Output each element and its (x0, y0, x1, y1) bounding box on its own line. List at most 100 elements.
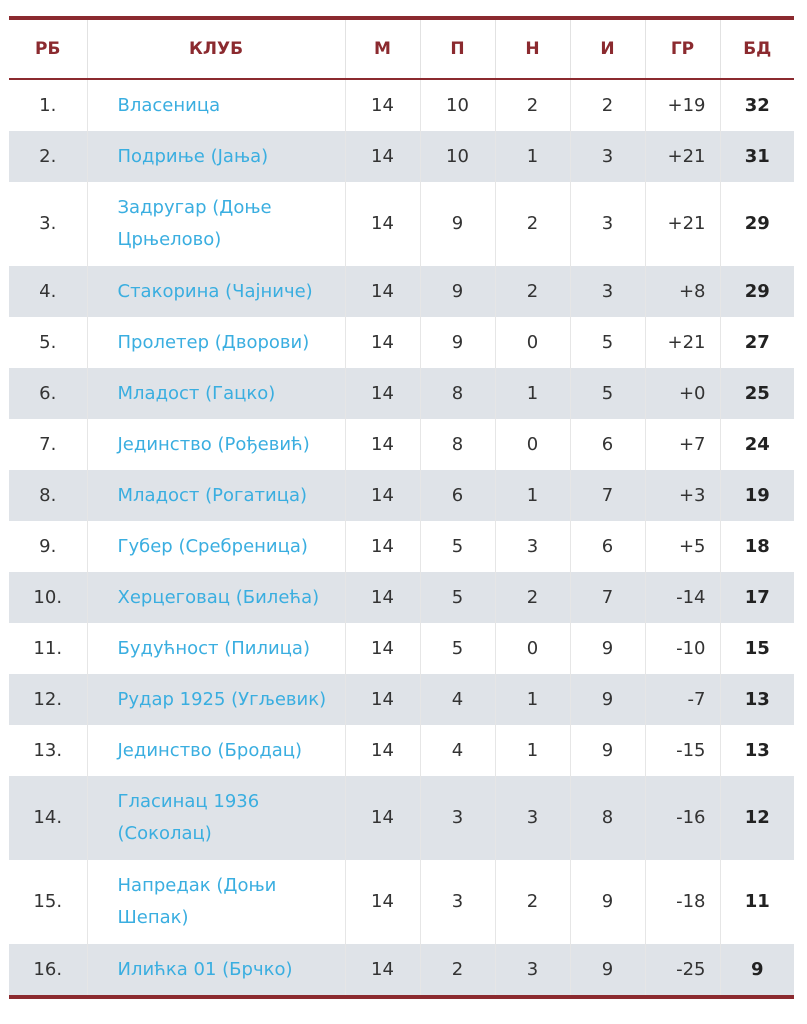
row-goal-difference: -18 (645, 860, 721, 944)
row-draws: 3 (495, 944, 571, 997)
table-row: 16. Илићка 01 (Брчко) 14 2 3 9 -25 9 (9, 944, 794, 997)
row-position: 10. (9, 572, 88, 623)
club-link[interactable]: Јединство (Бродац) (87, 725, 346, 776)
row-matches: 14 (345, 572, 421, 623)
row-matches: 14 (345, 944, 421, 997)
row-goal-difference: +21 (645, 317, 721, 368)
row-points: 12 (720, 776, 794, 860)
row-losses: 3 (570, 182, 646, 266)
row-position: 5. (9, 317, 88, 368)
row-wins: 3 (420, 776, 496, 860)
table-row: 13. Јединство (Бродац) 14 4 1 9 -15 13 (9, 725, 794, 776)
club-link[interactable]: Јединство (Рођевић) (87, 419, 346, 470)
row-losses: 6 (570, 521, 646, 572)
row-losses: 7 (570, 572, 646, 623)
table-row: 8. Младост (Рогатица) 14 6 1 7 +3 19 (9, 470, 794, 521)
row-draws: 2 (495, 860, 571, 944)
club-link[interactable]: Власеница (87, 79, 346, 131)
row-wins: 8 (420, 419, 496, 470)
header-goal-difference: ГР (645, 18, 721, 80)
row-losses: 9 (570, 623, 646, 674)
row-position: 14. (9, 776, 88, 860)
row-losses: 5 (570, 317, 646, 368)
row-points: 29 (720, 266, 794, 317)
row-matches: 14 (345, 623, 421, 674)
header-points: БД (720, 18, 794, 80)
club-link[interactable]: Стакорина (Чајниче) (87, 266, 346, 317)
row-wins: 9 (420, 317, 496, 368)
row-position: 1. (9, 79, 88, 131)
row-draws: 1 (495, 470, 571, 521)
row-matches: 14 (345, 266, 421, 317)
row-losses: 9 (570, 725, 646, 776)
row-position: 11. (9, 623, 88, 674)
row-wins: 9 (420, 266, 496, 317)
row-position: 16. (9, 944, 88, 997)
row-goal-difference: -10 (645, 623, 721, 674)
row-matches: 14 (345, 317, 421, 368)
table-row: 6. Младост (Гацко) 14 8 1 5 +0 25 (9, 368, 794, 419)
row-draws: 1 (495, 725, 571, 776)
row-points: 18 (720, 521, 794, 572)
club-link[interactable]: Напредак (Доњи Шепак) (87, 860, 346, 944)
row-goal-difference: +3 (645, 470, 721, 521)
row-wins: 10 (420, 79, 496, 131)
club-link[interactable]: Задругар (Доње Црњелово) (87, 182, 346, 266)
club-link[interactable]: Младост (Рогатица) (87, 470, 346, 521)
row-losses: 9 (570, 674, 646, 725)
row-points: 19 (720, 470, 794, 521)
row-goal-difference: +8 (645, 266, 721, 317)
club-link[interactable]: Подриње (Јања) (87, 131, 346, 182)
row-wins: 6 (420, 470, 496, 521)
club-link[interactable]: Херцеговац (Билећа) (87, 572, 346, 623)
row-position: 13. (9, 725, 88, 776)
table-row: 15. Напредак (Доњи Шепак) 14 3 2 9 -18 11 (9, 860, 794, 944)
row-losses: 3 (570, 266, 646, 317)
row-matches: 14 (345, 182, 421, 266)
row-draws: 1 (495, 368, 571, 419)
row-points: 9 (720, 944, 794, 997)
row-losses: 8 (570, 776, 646, 860)
row-losses: 6 (570, 419, 646, 470)
row-position: 6. (9, 368, 88, 419)
club-link[interactable]: Рудар 1925 (Угљевик) (87, 674, 346, 725)
row-position: 8. (9, 470, 88, 521)
club-link[interactable]: Будућност (Пилица) (87, 623, 346, 674)
row-position: 12. (9, 674, 88, 725)
row-points: 13 (720, 674, 794, 725)
row-losses: 3 (570, 131, 646, 182)
row-draws: 0 (495, 623, 571, 674)
standings-table: РБ КЛУБ М П Н И ГР БД 1. Власеница 14 10 2 2 +… (9, 16, 794, 999)
row-wins: 8 (420, 368, 496, 419)
table-body: 1. Власеница 14 10 2 2 +19 32 2. Подриње (Јања) 1… (9, 79, 794, 997)
header-losses: И (570, 18, 646, 80)
row-draws: 0 (495, 419, 571, 470)
row-goal-difference: +0 (645, 368, 721, 419)
club-link[interactable]: Губер (Сребреница) (87, 521, 346, 572)
table-row: 5. Пролетер (Дворови) 14 9 0 5 +21 27 (9, 317, 794, 368)
row-wins: 2 (420, 944, 496, 997)
standings-table-wrapper: РБ КЛУБ М П Н И ГР БД 1. Власеница 14 10 2 2 +… (9, 16, 794, 999)
row-goal-difference: +21 (645, 182, 721, 266)
row-losses: 9 (570, 860, 646, 944)
club-link[interactable]: Младост (Гацко) (87, 368, 346, 419)
row-position: 3. (9, 182, 88, 266)
header-draws: Н (495, 18, 571, 80)
row-points: 24 (720, 419, 794, 470)
table-row: 1. Власеница 14 10 2 2 +19 32 (9, 79, 794, 131)
club-link[interactable]: Пролетер (Дворови) (87, 317, 346, 368)
club-link[interactable]: Гласинац 1936 (Соколац) (87, 776, 346, 860)
row-wins: 9 (420, 182, 496, 266)
row-draws: 2 (495, 266, 571, 317)
row-points: 15 (720, 623, 794, 674)
row-points: 32 (720, 79, 794, 131)
row-draws: 3 (495, 776, 571, 860)
row-wins: 4 (420, 725, 496, 776)
row-goal-difference: -15 (645, 725, 721, 776)
club-link[interactable]: Илићка 01 (Брчко) (87, 944, 346, 997)
table-row: 12. Рудар 1925 (Угљевик) 14 4 1 9 -7 13 (9, 674, 794, 725)
row-goal-difference: +19 (645, 79, 721, 131)
row-position: 7. (9, 419, 88, 470)
row-losses: 2 (570, 79, 646, 131)
header-matches: М (345, 18, 421, 80)
